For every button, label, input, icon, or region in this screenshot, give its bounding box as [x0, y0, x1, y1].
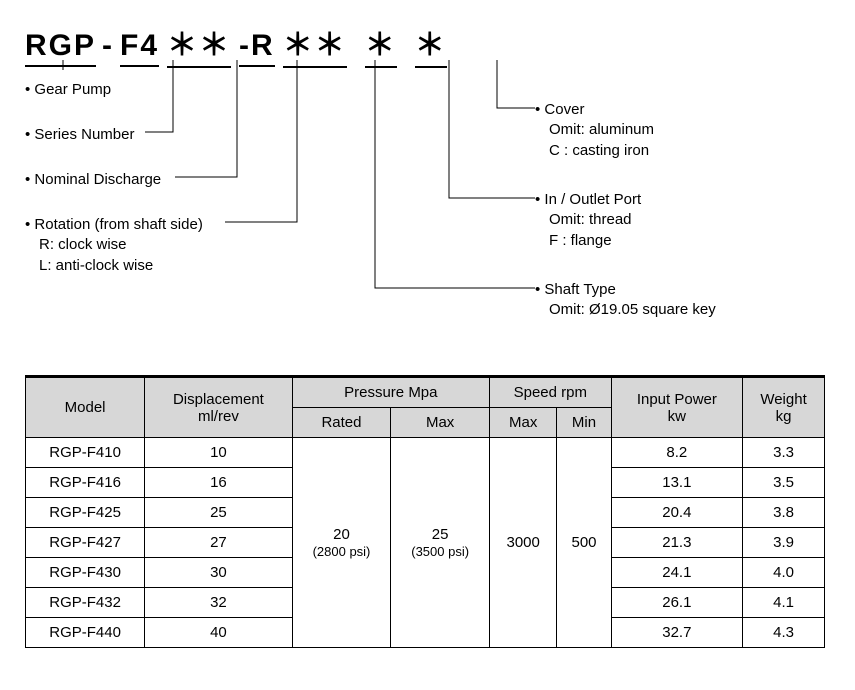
cell-model: RGP-F427 — [26, 528, 145, 558]
col-model: Model — [26, 377, 145, 438]
cell-displacement: 27 — [145, 528, 292, 558]
cell-displacement: 10 — [145, 438, 292, 468]
col-power: Input Power kw — [611, 377, 743, 438]
cell-weight: 4.3 — [743, 618, 825, 648]
col-pressure-max: Max — [391, 408, 490, 438]
cell-power: 21.3 — [611, 528, 743, 558]
cell-displacement: 25 — [145, 498, 292, 528]
annot-gear-pump: Gear Pump — [25, 80, 111, 100]
cell-power: 32.7 — [611, 618, 743, 648]
cell-power: 13.1 — [611, 468, 743, 498]
annot-series-number: Series Number — [25, 125, 134, 145]
col-weight: Weight kg — [743, 377, 825, 438]
col-displacement: Displacement ml/rev — [145, 377, 292, 438]
cell-weight: 3.3 — [743, 438, 825, 468]
cell-displacement: 16 — [145, 468, 292, 498]
cell-displacement: 32 — [145, 588, 292, 618]
cell-model: RGP-F425 — [26, 498, 145, 528]
cell-speed-min: 500 — [557, 438, 611, 648]
col-pressure-rated: Rated — [292, 408, 391, 438]
cell-weight: 4.0 — [743, 558, 825, 588]
spec-table: Model Displacement ml/rev Pressure Mpa S… — [25, 375, 825, 648]
cell-model: RGP-F440 — [26, 618, 145, 648]
cell-power: 8.2 — [611, 438, 743, 468]
cell-pressure-rated: 20(2800 psi) — [292, 438, 391, 648]
cell-weight: 4.1 — [743, 588, 825, 618]
cell-displacement: 40 — [145, 618, 292, 648]
code-seg-star3: ＊ — [365, 20, 397, 64]
annot-nominal-discharge: Nominal Discharge — [25, 170, 161, 190]
col-pressure: Pressure Mpa — [292, 377, 489, 408]
annot-shaft: Shaft Type Omit: Ø19.05 square key — [535, 280, 716, 321]
col-speed: Speed rpm — [489, 377, 611, 408]
code-seg-stars1: ＊＊ — [167, 20, 231, 64]
cell-power: 24.1 — [611, 558, 743, 588]
cell-model: RGP-F416 — [26, 468, 145, 498]
annot-rotation: Rotation (from shaft side) R: clock wise… — [25, 215, 203, 276]
model-code-diagram: RGP - F4 ＊＊ -R ＊＊ ＊ ＊ Gear Pump Series N… — [25, 20, 825, 365]
cell-speed-max: 3000 — [489, 438, 556, 648]
cell-weight: 3.5 — [743, 468, 825, 498]
spec-table-body: RGP-F4101020(2800 psi)25(3500 psi)300050… — [26, 438, 825, 648]
code-seg-stars2: ＊＊ — [283, 20, 347, 64]
cell-power: 20.4 — [611, 498, 743, 528]
model-code: RGP - F4 ＊＊ -R ＊＊ ＊ ＊ — [25, 20, 447, 64]
cell-displacement: 30 — [145, 558, 292, 588]
spec-table-head: Model Displacement ml/rev Pressure Mpa S… — [26, 377, 825, 438]
cell-model: RGP-F430 — [26, 558, 145, 588]
cell-model: RGP-F410 — [26, 438, 145, 468]
table-row: RGP-F4101020(2800 psi)25(3500 psi)300050… — [26, 438, 825, 468]
code-seg-r: -R — [239, 29, 275, 63]
code-dash-1: - — [96, 29, 120, 63]
cell-weight: 3.8 — [743, 498, 825, 528]
annot-cover: Cover Omit: aluminum C : casting iron — [535, 100, 654, 161]
col-speed-max: Max — [489, 408, 556, 438]
code-seg-rgp: RGP — [25, 29, 96, 63]
col-speed-min: Min — [557, 408, 611, 438]
cell-model: RGP-F432 — [26, 588, 145, 618]
cell-pressure-max: 25(3500 psi) — [391, 438, 490, 648]
cell-power: 26.1 — [611, 588, 743, 618]
cell-weight: 3.9 — [743, 528, 825, 558]
code-seg-f4: F4 — [120, 29, 159, 63]
code-seg-star4: ＊ — [415, 20, 447, 64]
annot-port: In / Outlet Port Omit: thread F : flange — [535, 190, 641, 251]
